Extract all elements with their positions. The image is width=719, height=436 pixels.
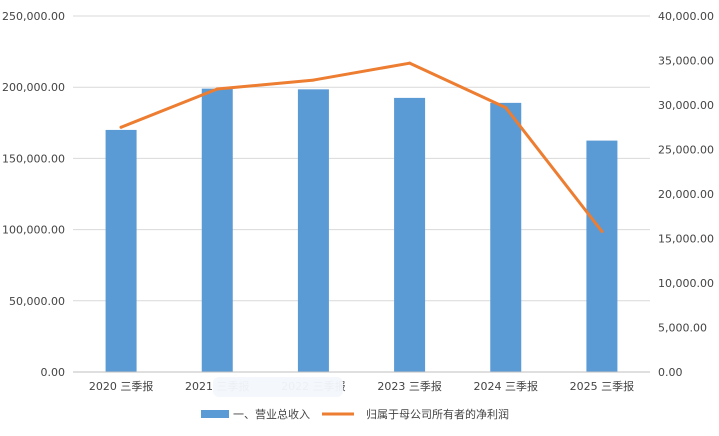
- line-point: [600, 229, 604, 233]
- bar: [490, 102, 522, 372]
- bar-series: [105, 88, 618, 373]
- bar: [297, 89, 329, 372]
- bar: [201, 88, 233, 373]
- y-left-tick-label: 150,000.00: [2, 152, 65, 165]
- line-point: [311, 78, 315, 82]
- x-tick-label: 2020 三季报: [89, 379, 154, 393]
- line-point: [504, 106, 508, 110]
- legend: 一、营业总收入 归属于母公司所有者的净利润: [201, 407, 509, 421]
- line-point: [408, 61, 412, 65]
- net-profit-line: [119, 61, 604, 233]
- line-point: [119, 125, 123, 129]
- y-right-tick-label: 40,000.00: [658, 10, 714, 23]
- y-right-tick-label: 0.00: [658, 366, 683, 379]
- y-right-tick-label: 5,000.00: [658, 322, 707, 335]
- line-point: [215, 87, 219, 91]
- y-left-tick-label: 100,000.00: [2, 224, 65, 237]
- x-tick-label: 2024 三季报: [474, 379, 539, 393]
- legend-label-revenue: 一、营业总收入: [233, 407, 310, 421]
- gridlines: [73, 15, 650, 302]
- line-series: [119, 61, 604, 233]
- x-tick-label: 2025 三季报: [570, 379, 635, 393]
- y-left-tick-label: 0.00: [41, 366, 66, 379]
- y-right-tick-label: 30,000.00: [658, 99, 714, 112]
- y-right-tick-label: 20,000.00: [658, 188, 714, 201]
- bar: [586, 140, 618, 372]
- y-left-tick-label: 200,000.00: [2, 81, 65, 94]
- y-right-tick-label: 35,000.00: [658, 55, 714, 68]
- bar: [105, 129, 137, 372]
- y-right-tick-label: 10,000.00: [658, 277, 714, 290]
- y-right-tick-label: 25,000.00: [658, 144, 714, 157]
- y-left-tick-label: 50,000.00: [9, 295, 65, 308]
- legend-label-net-profit: 归属于母公司所有者的净利润: [366, 407, 509, 421]
- y-left-tick-label: 250,000.00: [2, 10, 65, 23]
- redaction-mask: [213, 377, 343, 397]
- x-tick-label: 2023 三季报: [377, 379, 442, 393]
- legend-swatch-revenue: [201, 410, 229, 418]
- axes: 0.00 50,000.00 100,000.00 150,000.00 200,000…: [2, 10, 714, 397]
- y-right-tick-label: 15,000.00: [658, 233, 714, 246]
- bar: [394, 97, 426, 372]
